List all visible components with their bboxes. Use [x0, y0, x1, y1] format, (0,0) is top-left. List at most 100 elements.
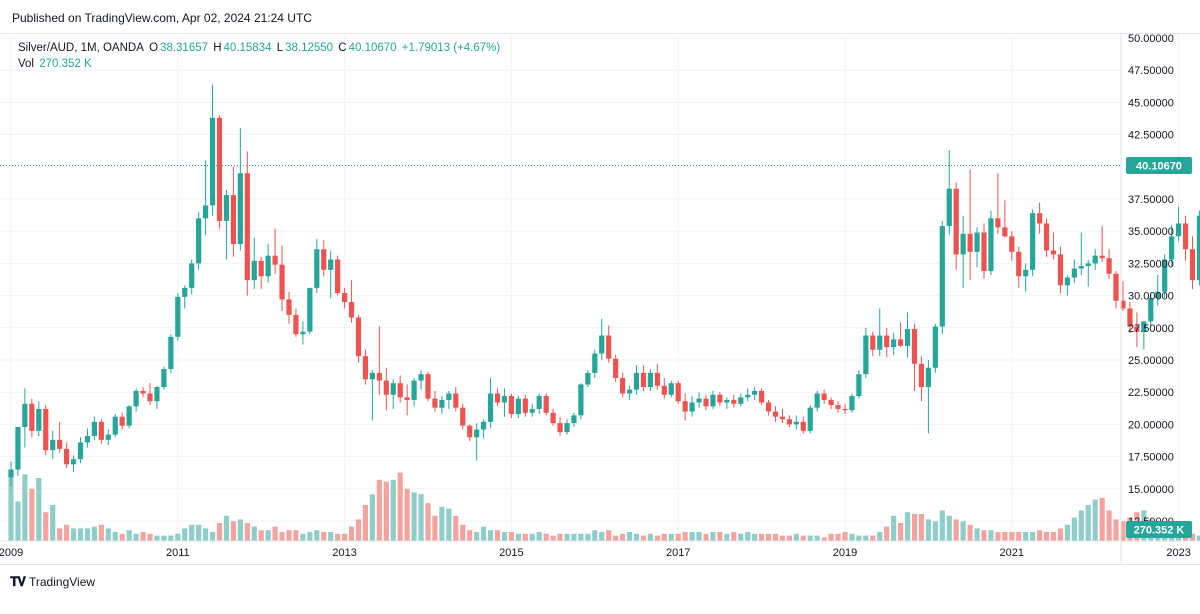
candle[interactable] [425, 371, 431, 402]
candle[interactable] [807, 405, 813, 434]
candle[interactable] [557, 416, 563, 436]
candle[interactable] [1009, 231, 1015, 261]
candle[interactable] [1030, 209, 1036, 277]
candle[interactable] [453, 387, 459, 412]
candle[interactable] [362, 349, 369, 385]
candle[interactable] [536, 393, 542, 415]
candle[interactable] [348, 280, 355, 323]
candle[interactable] [793, 415, 799, 430]
candle[interactable] [870, 331, 876, 357]
candle[interactable] [314, 238, 320, 294]
candle[interactable] [397, 375, 403, 403]
candle[interactable] [640, 365, 647, 391]
candle[interactable] [182, 285, 188, 309]
candle[interactable] [487, 378, 494, 429]
candle[interactable] [300, 321, 306, 345]
candle[interactable] [835, 401, 841, 413]
candle[interactable] [918, 356, 925, 402]
candle[interactable] [140, 387, 146, 398]
candle[interactable] [1023, 263, 1029, 292]
candle[interactable] [529, 403, 535, 417]
candle[interactable] [460, 403, 466, 430]
candle[interactable] [216, 115, 223, 229]
candle[interactable] [779, 408, 786, 424]
candle[interactable] [578, 383, 584, 420]
candle[interactable] [1085, 259, 1091, 287]
candle[interactable] [891, 332, 897, 355]
candle[interactable] [286, 291, 292, 324]
candle[interactable] [57, 421, 63, 453]
candle[interactable] [863, 327, 869, 379]
candle[interactable] [133, 388, 139, 412]
candle[interactable] [1148, 293, 1154, 327]
candle[interactable] [932, 323, 938, 373]
candle[interactable] [904, 312, 911, 358]
candle[interactable] [1120, 281, 1126, 312]
candle[interactable] [981, 223, 987, 279]
candle[interactable] [175, 293, 181, 341]
candle[interactable] [258, 256, 264, 290]
candle[interactable] [661, 378, 667, 399]
candle[interactable] [654, 363, 660, 390]
candle[interactable] [265, 244, 271, 283]
candle[interactable] [974, 227, 980, 268]
candle[interactable] [91, 416, 97, 440]
candle[interactable] [237, 128, 243, 251]
candle[interactable] [1050, 232, 1057, 260]
candle[interactable] [29, 398, 35, 438]
candle[interactable] [1071, 259, 1077, 283]
candle[interactable] [481, 419, 487, 439]
candle[interactable] [953, 182, 959, 270]
candle[interactable] [1155, 274, 1161, 306]
candle[interactable] [251, 237, 257, 290]
candle[interactable] [717, 392, 723, 407]
candle[interactable] [898, 322, 904, 348]
candle[interactable] [626, 385, 633, 400]
candle[interactable] [550, 408, 556, 426]
candle[interactable] [1064, 274, 1070, 296]
candle[interactable] [1099, 226, 1105, 263]
candle[interactable] [439, 396, 445, 415]
candle[interactable] [355, 314, 362, 363]
candle[interactable] [571, 412, 577, 427]
candle[interactable] [703, 394, 709, 411]
candle[interactable] [154, 385, 160, 409]
candle[interactable] [279, 245, 285, 312]
candle[interactable] [1196, 210, 1200, 286]
candle[interactable] [1043, 218, 1050, 257]
candle[interactable] [946, 150, 952, 236]
candle[interactable] [1189, 236, 1196, 290]
candle[interactable] [689, 396, 695, 417]
footer-brand[interactable]: 𝐓𝐕 TradingView [10, 574, 95, 590]
candle[interactable] [411, 378, 417, 407]
candle[interactable] [877, 308, 883, 357]
candle[interactable] [738, 393, 744, 407]
candle[interactable] [1176, 206, 1182, 242]
candle[interactable] [821, 389, 827, 404]
candle[interactable] [8, 461, 14, 487]
candle[interactable] [1002, 200, 1008, 238]
candle[interactable] [939, 220, 945, 335]
candle[interactable] [696, 392, 702, 408]
candle[interactable] [1162, 254, 1168, 299]
candle[interactable] [77, 437, 84, 464]
candle[interactable] [418, 370, 424, 390]
candle[interactable] [1016, 246, 1022, 288]
candle[interactable] [293, 308, 299, 337]
candle[interactable] [244, 151, 250, 296]
candle[interactable] [376, 326, 382, 395]
candle[interactable] [307, 287, 313, 335]
candle[interactable] [710, 390, 716, 409]
candle[interactable] [995, 173, 1001, 234]
candle[interactable] [168, 334, 174, 373]
candle[interactable] [1134, 312, 1140, 348]
candle[interactable] [911, 323, 918, 391]
candle[interactable] [43, 405, 49, 456]
candle[interactable] [15, 426, 21, 476]
candle[interactable] [64, 442, 70, 469]
candle[interactable] [1057, 246, 1064, 294]
candle[interactable] [522, 394, 528, 417]
candle[interactable] [633, 365, 640, 395]
candle[interactable] [369, 370, 375, 421]
candle[interactable] [668, 380, 674, 398]
